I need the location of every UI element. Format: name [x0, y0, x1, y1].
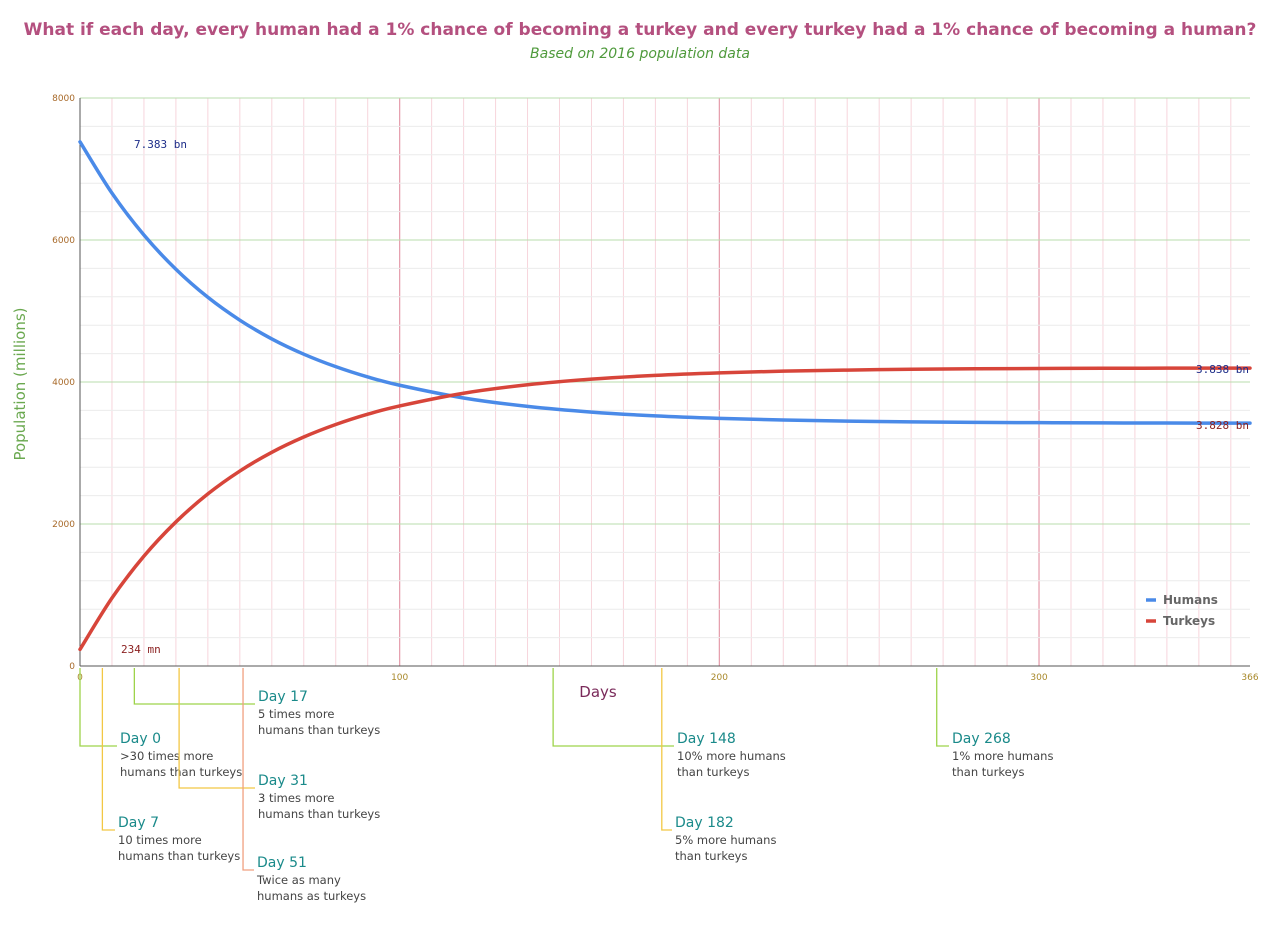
series-line-humans — [78, 140, 1252, 425]
y-tick-label: 8000 — [52, 94, 75, 104]
annotation-text: 10 times more — [118, 833, 202, 847]
chart-subtitle: Based on 2016 population data — [530, 46, 750, 62]
x-axis-title: Days — [579, 683, 617, 701]
annotation-title: Day 0 — [120, 731, 161, 747]
series-lines — [78, 140, 1252, 652]
x-tick-label: 366 — [1241, 673, 1258, 683]
annotation-text: humans than turkeys — [118, 849, 240, 863]
annotation-connector — [242, 668, 254, 871]
legend: Humans Turkeys — [1146, 593, 1218, 628]
annotation-text: humans as turkeys — [257, 889, 366, 903]
annotation-text: than turkeys — [675, 849, 747, 863]
annotation-title: Day 7 — [118, 815, 159, 831]
y-tick-label: 6000 — [52, 236, 75, 246]
annotation-text: Twice as many — [256, 873, 341, 887]
annotation-text: than turkeys — [677, 765, 749, 779]
annotation-connector — [133, 668, 255, 705]
annotation-connector — [79, 668, 117, 747]
data-labels: 7.383 bn 3.838 bn 234 mn 3.828 bn — [121, 138, 1249, 656]
annotation-text: than turkeys — [952, 765, 1024, 779]
y-tick-label: 4000 — [52, 378, 75, 388]
annotation-title: Day 17 — [258, 689, 308, 705]
data-label-humans-start: 7.383 bn — [134, 138, 187, 151]
annotation-text: 1% more humans — [952, 749, 1053, 763]
data-label-humans-end: 3.838 bn — [1196, 363, 1249, 376]
x-tick-label: 200 — [711, 673, 728, 683]
annotations: Day 0 >30 times more humans than turkeys Da… — [79, 668, 1053, 903]
x-tick-label: 100 — [391, 673, 408, 683]
annotation-text: humans than turkeys — [258, 807, 380, 821]
annotation-connector — [552, 668, 674, 747]
legend-label-turkeys: Turkeys — [1163, 614, 1215, 628]
data-label-turkeys-end: 3.828 bn — [1196, 419, 1249, 432]
annotation-text: humans than turkeys — [258, 723, 380, 737]
annotation-title: Day 148 — [677, 731, 736, 747]
annotation-title: Day 182 — [675, 815, 734, 831]
annotation-text: 3 times more — [258, 791, 334, 805]
annotation-text: 5% more humans — [675, 833, 776, 847]
y-tick-label: 2000 — [52, 520, 75, 530]
grid — [80, 97, 1250, 666]
annotation-connector — [936, 668, 949, 747]
annotation-text: 5 times more — [258, 707, 334, 721]
chart-title: What if each day, every human had a 1% c… — [23, 20, 1257, 40]
annotation-title: Day 31 — [258, 773, 308, 789]
annotation-text: 10% more humans — [677, 749, 786, 763]
y-tick-label: 0 — [69, 662, 75, 672]
series-line-turkeys — [78, 366, 1252, 652]
annotation-title: Day 51 — [257, 855, 307, 871]
data-label-turkeys-start: 234 mn — [121, 643, 161, 656]
annotation-connector — [178, 668, 255, 789]
x-tick-label: 300 — [1030, 673, 1047, 683]
annotation-text: >30 times more — [120, 749, 213, 763]
annotation-connector — [101, 668, 115, 831]
annotation-title: Day 268 — [952, 731, 1011, 747]
annotation-text: humans than turkeys — [120, 765, 242, 779]
y-axis-title: Population (millions) — [11, 307, 29, 460]
legend-label-humans: Humans — [1163, 593, 1218, 607]
annotation-connector — [661, 668, 672, 831]
